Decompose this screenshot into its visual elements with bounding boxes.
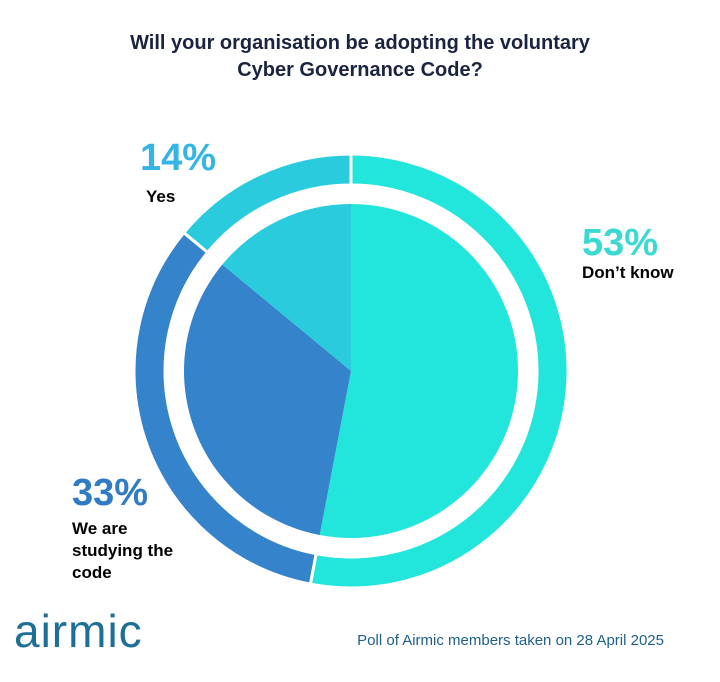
outer-ring — [132, 152, 570, 590]
slice-label-studying-line-1: We are — [72, 519, 128, 538]
slice-label-studying: We are studying the code — [72, 518, 173, 584]
slice-label-studying-line-2: studying the — [72, 541, 174, 560]
ring-segment-yes — [181, 152, 353, 255]
airmic-logo: airmic — [14, 605, 143, 657]
poll-footnote: Poll of Airmic members taken on 28 April… — [357, 632, 664, 649]
chart-title-line-2: Cyber Governance Code? — [237, 59, 483, 81]
pie-slice-don-t-know — [319, 204, 518, 538]
slice-label-studying-value: 33% — [72, 472, 149, 514]
chart-title: Will your organisation be adopting the v… — [0, 30, 720, 84]
slice-label-yes: Yes — [146, 187, 176, 206]
slice-label-dont-know-value: 53% — [582, 222, 659, 264]
chart-title-line-1: Will your organisation be adopting the v… — [130, 32, 590, 54]
pie-slice-yes — [222, 204, 351, 371]
pie-slice-we-are-studying-the-code — [183, 264, 351, 536]
inner-pie — [183, 204, 518, 538]
slice-label-studying-line-3: code — [72, 563, 112, 582]
slice-label-yes-value: 14% — [140, 137, 217, 179]
slice-label-dont-know: Don’t know — [582, 263, 674, 282]
